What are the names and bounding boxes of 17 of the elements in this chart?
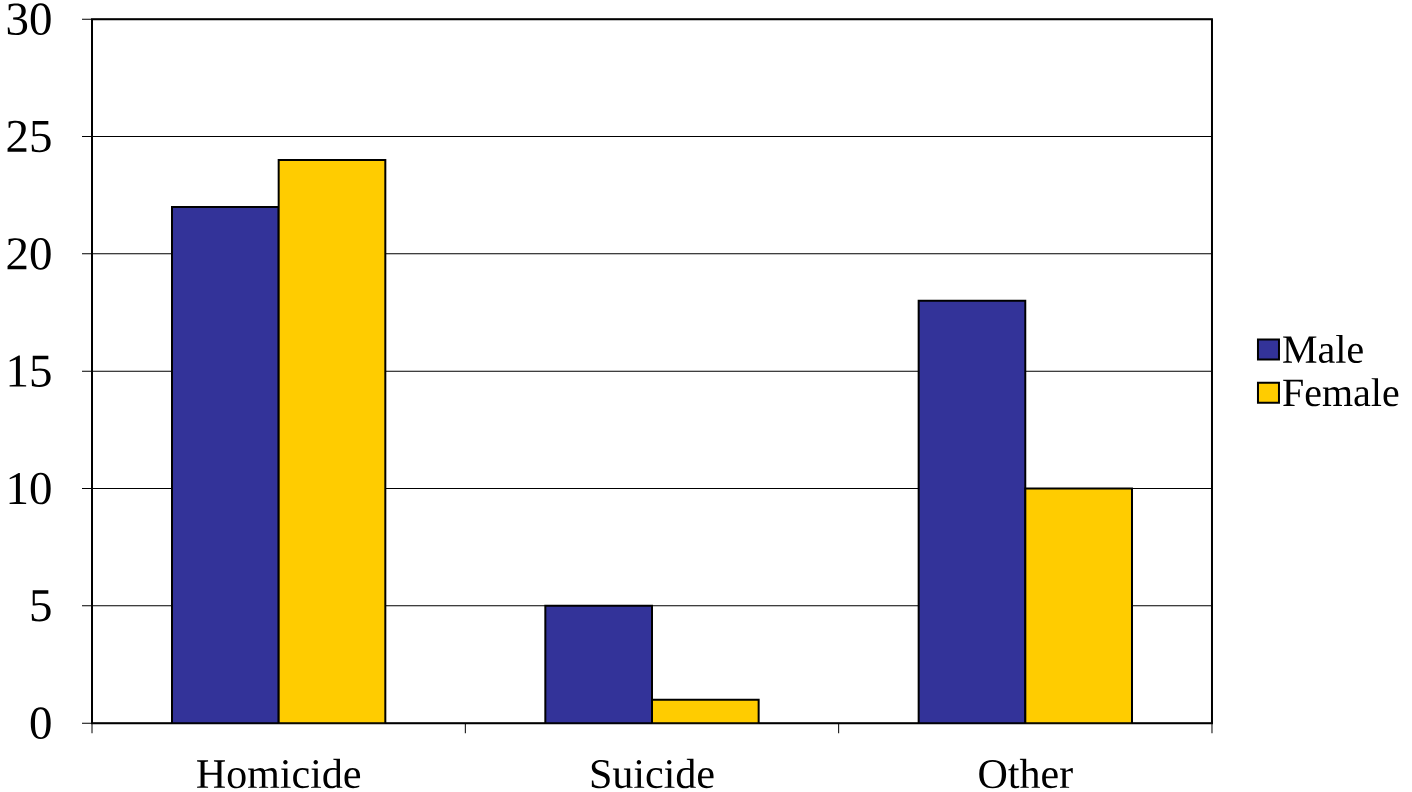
x-tick-label: Other <box>979 758 1073 789</box>
bar <box>544 604 653 724</box>
y-tick-label: 0 <box>30 707 51 739</box>
y-tick-label: 25 <box>7 120 51 153</box>
y-tick-label: 20 <box>7 237 51 270</box>
bar <box>277 158 387 724</box>
bar <box>1024 487 1133 724</box>
y-tick-label: 5 <box>31 590 51 622</box>
legend-label: Male <box>1283 334 1363 363</box>
x-tick-label: Suicide <box>591 758 714 789</box>
y-tick-label: 30 <box>7 3 51 35</box>
y-tick-label: 15 <box>9 355 51 387</box>
x-tick-label: Homicide <box>197 758 361 789</box>
bar <box>917 299 1027 724</box>
y-tick-label: 10 <box>9 472 51 505</box>
bar <box>171 205 280 724</box>
legend-label: Female <box>1283 378 1399 407</box>
